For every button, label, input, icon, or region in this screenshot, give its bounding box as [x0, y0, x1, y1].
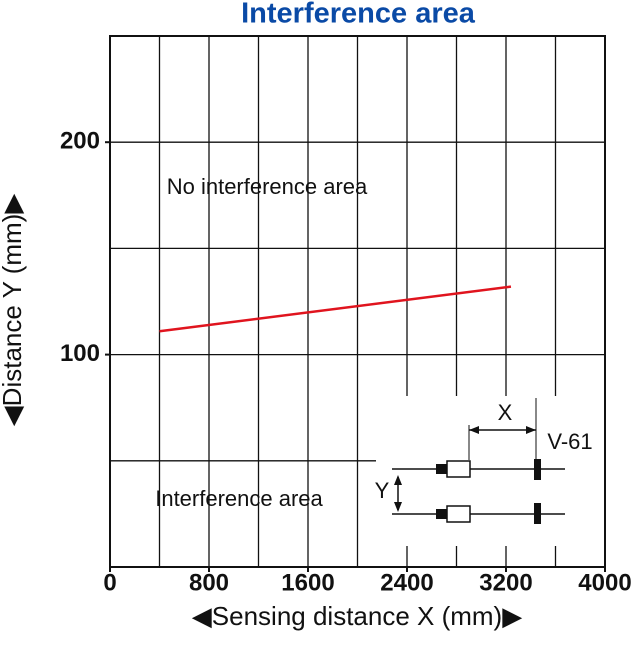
chart-title: Interference area [241, 0, 476, 30]
annotation: Interference area [155, 486, 323, 511]
y-axis-label: ◀Distance Y (mm)▶ [0, 194, 27, 427]
x-tick-label: 2400 [380, 569, 433, 596]
y-tick-label: 200 [60, 128, 100, 155]
sensor-bottom [392, 503, 565, 524]
inset-diagram: X V-61 Y [375, 396, 604, 546]
plot-frame [109, 35, 606, 568]
inset-x: X [498, 400, 513, 425]
sensor-top [392, 459, 565, 480]
annotation: No interference area [167, 174, 368, 199]
x-tick-label: 4000 [578, 569, 631, 596]
inset-background [376, 396, 604, 546]
arrow [394, 475, 402, 485]
x-tick-label: 3200 [479, 569, 532, 596]
arrow [469, 426, 479, 434]
inset-model: V-61 [547, 429, 592, 454]
x-tick-label: 0 [103, 569, 116, 596]
x-tick-label: 800 [189, 569, 229, 596]
arrow [394, 502, 402, 512]
data-line [159, 285, 512, 333]
x-axis-label: ◀Sensing distance X (mm)▶ [192, 601, 522, 631]
y-tick-label: 100 [60, 340, 100, 367]
inset-y: Y [375, 478, 390, 503]
x-tick-label: 1600 [281, 569, 334, 596]
arrow [526, 426, 536, 434]
